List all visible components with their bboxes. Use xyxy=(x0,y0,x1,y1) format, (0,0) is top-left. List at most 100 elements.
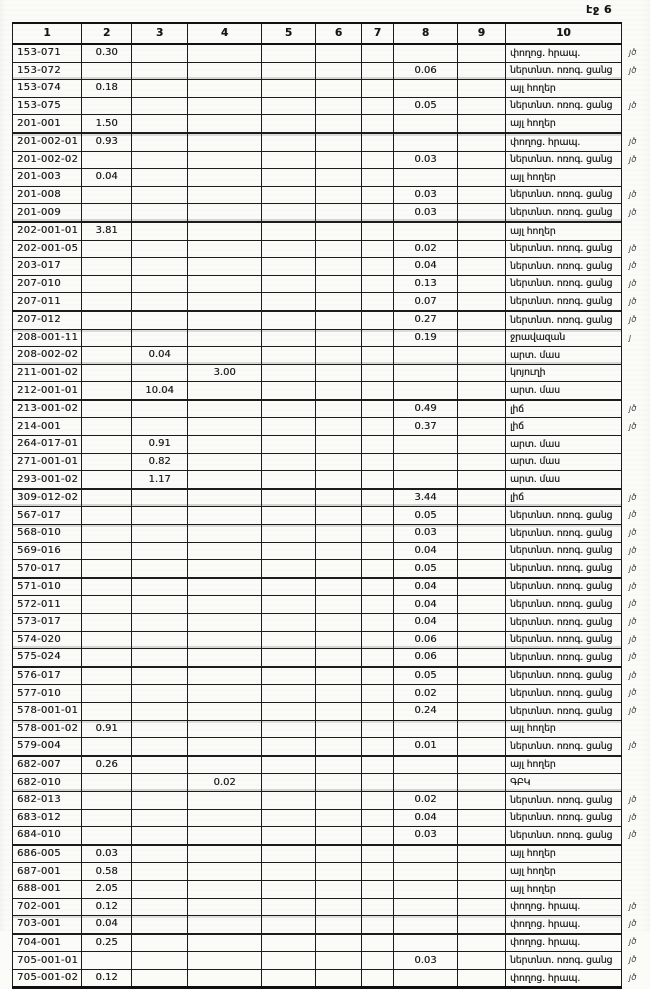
table-body: 153-071 0.30 փողոց. հրապ. յծ 153-072 0.06 ներտ… xyxy=(11,42,650,989)
cell-col1: 201-002-01 xyxy=(11,131,83,152)
cell-col9 xyxy=(456,843,506,864)
cell-col9 xyxy=(456,346,506,365)
cell-col8: 0.24 xyxy=(393,701,458,721)
cell-col4 xyxy=(187,417,263,437)
cell-col5 xyxy=(261,239,317,259)
cell-col10: ներտնտ. ոռոգ. ցանց xyxy=(504,150,622,170)
cell-col9 xyxy=(456,595,506,614)
cell-col5 xyxy=(261,220,317,241)
cell-col9 xyxy=(456,773,506,792)
cell-col1: 207-010 xyxy=(11,274,83,294)
cell-col10: ներտնտ. ոռոգ. ցանց xyxy=(504,808,622,828)
cell-col2 xyxy=(81,701,133,721)
cell-col6 xyxy=(315,150,363,170)
cell-col1: 211-001-02 xyxy=(11,363,83,383)
cell-col8: 0.03 xyxy=(393,150,458,170)
cell-col6 xyxy=(315,487,363,508)
cell-col6 xyxy=(315,257,363,276)
column-header: 10 xyxy=(504,22,622,45)
handwritten-margin-mark xyxy=(621,436,649,454)
cell-col10: լիճ xyxy=(504,398,622,419)
table-row: 567-017 0.05 ներտնտ. ոռոգ. ցանց յծ xyxy=(11,506,650,526)
cell-col8: 0.13 xyxy=(393,274,458,294)
table-row: 271-001-01 0.82 արտ. մաս xyxy=(11,452,650,472)
cell-col6 xyxy=(315,719,363,739)
handwritten-margin-mark: յծ xyxy=(628,403,637,414)
cell-col2 xyxy=(81,185,133,205)
cell-col5 xyxy=(261,96,317,116)
cell-col7 xyxy=(361,309,394,330)
cell-col10: ներտնտ. ոռոգ. ցանց xyxy=(504,648,622,668)
cell-col2: 2.05 xyxy=(81,879,133,899)
cell-col6 xyxy=(315,398,363,419)
cell-col4 xyxy=(187,239,263,259)
table-row: 572-011 0.04 ներտնտ. ոռոգ. ցանց յծ xyxy=(11,595,650,614)
cell-col2 xyxy=(81,452,133,472)
cell-col7 xyxy=(361,417,394,437)
cell-col4 xyxy=(187,114,263,134)
cell-col1: 201-008 xyxy=(11,185,83,205)
cell-col2 xyxy=(81,203,133,223)
cell-col1: 208-002-02 xyxy=(11,346,83,365)
cell-col9 xyxy=(456,951,506,970)
cell-col4 xyxy=(187,754,263,775)
cell-col6 xyxy=(315,61,363,81)
cell-col7 xyxy=(361,559,394,579)
handwritten-margin-mark: յծ xyxy=(628,706,637,717)
cell-col4 xyxy=(187,328,263,348)
cell-col9 xyxy=(456,665,506,686)
cell-col5 xyxy=(261,524,317,543)
handwritten-margin-mark: յծ xyxy=(628,599,637,610)
cell-col4 xyxy=(187,541,263,561)
cell-col1: 575-024 xyxy=(11,648,83,668)
handwritten-margin-mark: յծ xyxy=(628,652,637,663)
cell-col3 xyxy=(131,185,189,205)
cell-col3 xyxy=(131,951,189,970)
handwritten-margin-mark: յծ xyxy=(628,937,637,948)
handwritten-margin-mark: յծ xyxy=(628,189,637,200)
cell-col4 xyxy=(187,897,263,917)
cell-col3 xyxy=(131,61,189,81)
cell-col1: 579-004 xyxy=(11,737,83,757)
table-row: 202-001-01 3.81 այլ հողեր xyxy=(11,220,650,241)
cell-col3 xyxy=(131,203,189,223)
cell-col7 xyxy=(361,470,394,490)
table-row: 153-075 0.05 ներտնտ. ոռոգ. ցանց յծ xyxy=(11,96,650,116)
cell-col10: ներտնտ. ոռոգ. ցանց xyxy=(504,790,622,810)
cell-col1: 684-010 xyxy=(11,826,83,846)
handwritten-margin-mark: յծ xyxy=(628,741,637,752)
cell-col7 xyxy=(361,790,394,810)
cell-col4 xyxy=(187,648,263,668)
table-row: 702-001 0.12 փողոց. հրապ. յծ xyxy=(11,897,650,917)
cell-col10: արտ. մաս xyxy=(504,470,622,490)
cell-col7 xyxy=(361,701,394,721)
cell-col3: 0.91 xyxy=(131,435,189,454)
handwritten-margin-mark: յծ xyxy=(628,296,637,307)
cell-col3 xyxy=(131,274,189,294)
cell-col4 xyxy=(187,435,263,454)
table-row: 201-002-02 0.03 ներտնտ. ոռոգ. ցանց յծ xyxy=(11,150,650,170)
cell-col3: 1.17 xyxy=(131,470,189,490)
cell-col10: ներտնտ. ոռոգ. ցանց xyxy=(504,630,622,650)
column-header: 2 xyxy=(81,22,133,45)
cell-col2 xyxy=(81,648,133,668)
cell-col1: 202-001-01 xyxy=(11,220,83,241)
cell-col2: 3.81 xyxy=(81,220,133,241)
cell-col1: 683-012 xyxy=(11,808,83,828)
handwritten-margin-mark xyxy=(621,347,649,365)
cell-col3 xyxy=(131,862,189,881)
cell-col10: արտ. մաս xyxy=(504,452,622,472)
cell-col1: 153-075 xyxy=(11,96,83,116)
cell-col6 xyxy=(315,684,363,703)
handwritten-margin-mark: յծ xyxy=(628,688,637,699)
cell-col9 xyxy=(456,239,506,259)
table-row: 201-003 0.04 այլ հողեր xyxy=(11,168,650,187)
cell-col4 xyxy=(187,737,263,757)
cell-col4 xyxy=(187,595,263,614)
cell-col3 xyxy=(131,648,189,668)
cell-col10: արտ. մաս xyxy=(504,346,622,365)
cell-col7 xyxy=(361,754,394,775)
cell-col2 xyxy=(81,257,133,276)
handwritten-margin-mark xyxy=(621,80,649,98)
table-row: 569-016 0.04 ներտնտ. ոռոգ. ցանց յծ xyxy=(11,541,650,561)
